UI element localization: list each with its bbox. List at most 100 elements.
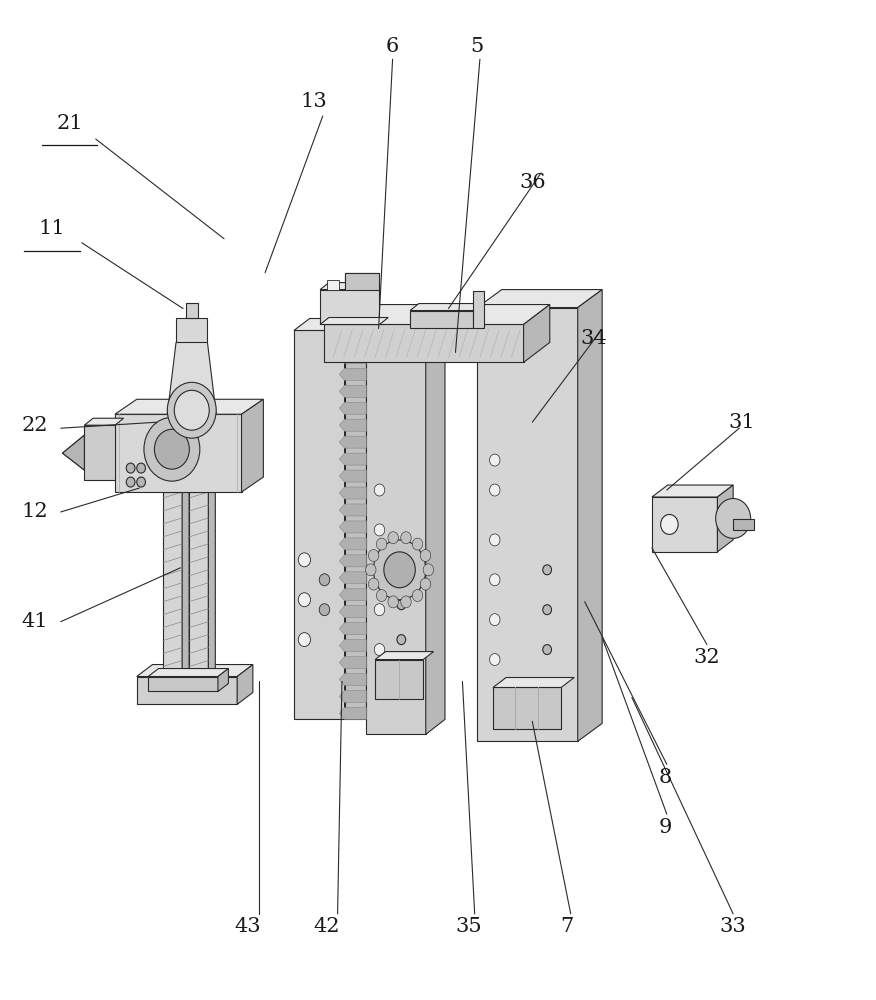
Circle shape: [490, 654, 500, 666]
Text: 33: 33: [720, 917, 746, 936]
Polygon shape: [366, 321, 426, 734]
Text: 32: 32: [694, 648, 720, 667]
Polygon shape: [344, 273, 379, 290]
Polygon shape: [339, 606, 366, 618]
Polygon shape: [426, 306, 445, 734]
Text: 22: 22: [21, 416, 48, 435]
Text: 11: 11: [39, 219, 66, 238]
Polygon shape: [493, 678, 575, 687]
Circle shape: [126, 463, 135, 473]
Polygon shape: [320, 318, 388, 324]
Polygon shape: [148, 677, 218, 691]
Polygon shape: [339, 504, 366, 516]
Polygon shape: [339, 538, 366, 550]
Polygon shape: [115, 399, 264, 414]
Polygon shape: [339, 707, 366, 719]
Circle shape: [388, 596, 399, 608]
Text: 35: 35: [456, 917, 482, 936]
Polygon shape: [148, 669, 229, 677]
Polygon shape: [410, 311, 473, 328]
Polygon shape: [137, 665, 253, 677]
Polygon shape: [733, 519, 754, 530]
Polygon shape: [115, 414, 242, 492]
Circle shape: [373, 540, 426, 600]
Text: 43: 43: [234, 917, 261, 936]
Circle shape: [420, 578, 431, 590]
Polygon shape: [339, 657, 366, 669]
Polygon shape: [339, 436, 366, 448]
Polygon shape: [137, 677, 237, 704]
Circle shape: [490, 534, 500, 546]
Polygon shape: [717, 485, 733, 552]
Polygon shape: [339, 487, 366, 499]
Text: 9: 9: [659, 818, 672, 837]
Circle shape: [299, 553, 310, 567]
Text: 13: 13: [300, 92, 328, 111]
Text: 34: 34: [580, 329, 607, 348]
Polygon shape: [375, 660, 423, 699]
Circle shape: [374, 644, 385, 656]
Text: 21: 21: [56, 114, 83, 133]
Text: 5: 5: [470, 37, 484, 56]
Text: 7: 7: [561, 917, 574, 936]
Polygon shape: [339, 555, 366, 567]
Polygon shape: [242, 399, 264, 492]
Circle shape: [369, 550, 378, 562]
Text: 8: 8: [659, 768, 672, 787]
Circle shape: [490, 484, 500, 496]
Circle shape: [400, 596, 411, 608]
Polygon shape: [339, 640, 366, 652]
Circle shape: [377, 590, 387, 602]
Polygon shape: [477, 290, 602, 308]
Polygon shape: [186, 303, 198, 318]
Polygon shape: [182, 487, 189, 677]
Polygon shape: [84, 425, 115, 480]
Circle shape: [299, 593, 310, 607]
Polygon shape: [339, 521, 366, 533]
Circle shape: [319, 574, 329, 586]
Polygon shape: [339, 368, 366, 380]
Polygon shape: [294, 330, 344, 719]
Polygon shape: [339, 351, 366, 363]
Polygon shape: [375, 652, 434, 660]
Polygon shape: [320, 283, 353, 290]
Circle shape: [543, 605, 552, 615]
Circle shape: [543, 565, 552, 575]
Circle shape: [299, 633, 310, 647]
Circle shape: [413, 538, 423, 550]
Polygon shape: [339, 419, 366, 431]
Circle shape: [413, 590, 423, 602]
Circle shape: [490, 614, 500, 626]
Polygon shape: [324, 324, 524, 362]
Circle shape: [154, 429, 189, 469]
Polygon shape: [524, 305, 550, 362]
Circle shape: [397, 600, 406, 610]
Circle shape: [423, 564, 434, 576]
Circle shape: [374, 524, 385, 536]
Circle shape: [490, 574, 500, 586]
Polygon shape: [477, 308, 577, 741]
Circle shape: [374, 484, 385, 496]
Polygon shape: [344, 319, 360, 719]
Circle shape: [543, 645, 552, 655]
Polygon shape: [339, 690, 366, 702]
Polygon shape: [163, 492, 182, 677]
Circle shape: [661, 514, 678, 534]
Circle shape: [174, 390, 209, 430]
Text: 42: 42: [313, 917, 340, 936]
Polygon shape: [339, 385, 366, 397]
Polygon shape: [237, 665, 253, 704]
Polygon shape: [320, 273, 379, 324]
Polygon shape: [189, 492, 208, 677]
Text: 6: 6: [386, 37, 399, 56]
Polygon shape: [339, 674, 366, 685]
Circle shape: [319, 604, 329, 616]
Polygon shape: [652, 485, 733, 497]
Circle shape: [374, 604, 385, 616]
Circle shape: [374, 564, 385, 576]
Circle shape: [369, 578, 378, 590]
Polygon shape: [339, 453, 366, 465]
Circle shape: [400, 532, 411, 544]
Polygon shape: [327, 280, 339, 290]
Polygon shape: [208, 487, 215, 677]
